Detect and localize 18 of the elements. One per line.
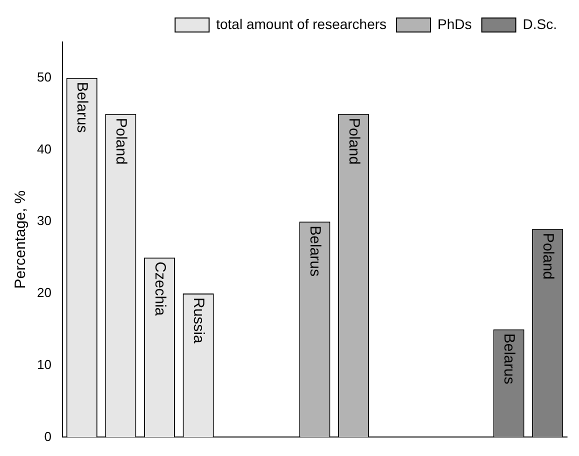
y-tick-label: 10 [36, 356, 52, 372]
legend-label: D.Sc. [522, 16, 558, 32]
data-label: Poland [539, 232, 556, 280]
data-label: Russia [190, 297, 208, 344]
legend-label: total amount of researchers [216, 16, 387, 32]
y-tick-label: 20 [36, 285, 52, 300]
data-label: Belarus [306, 226, 324, 276]
y-tick-label: 0 [44, 428, 52, 444]
data-label: Belarus [500, 333, 518, 384]
y-axis-title: Percentage, % [12, 190, 30, 289]
data-label: Belarus [74, 82, 91, 133]
y-tick-label: 50 [36, 70, 52, 85]
y-tick-label: 40 [36, 141, 52, 156]
data-label: Poland [345, 118, 362, 165]
y-tick-label: 30 [36, 213, 52, 228]
data-label: Poland [112, 118, 130, 165]
data-label: Czechia [151, 262, 168, 316]
legend-label: PhDs [438, 16, 472, 32]
